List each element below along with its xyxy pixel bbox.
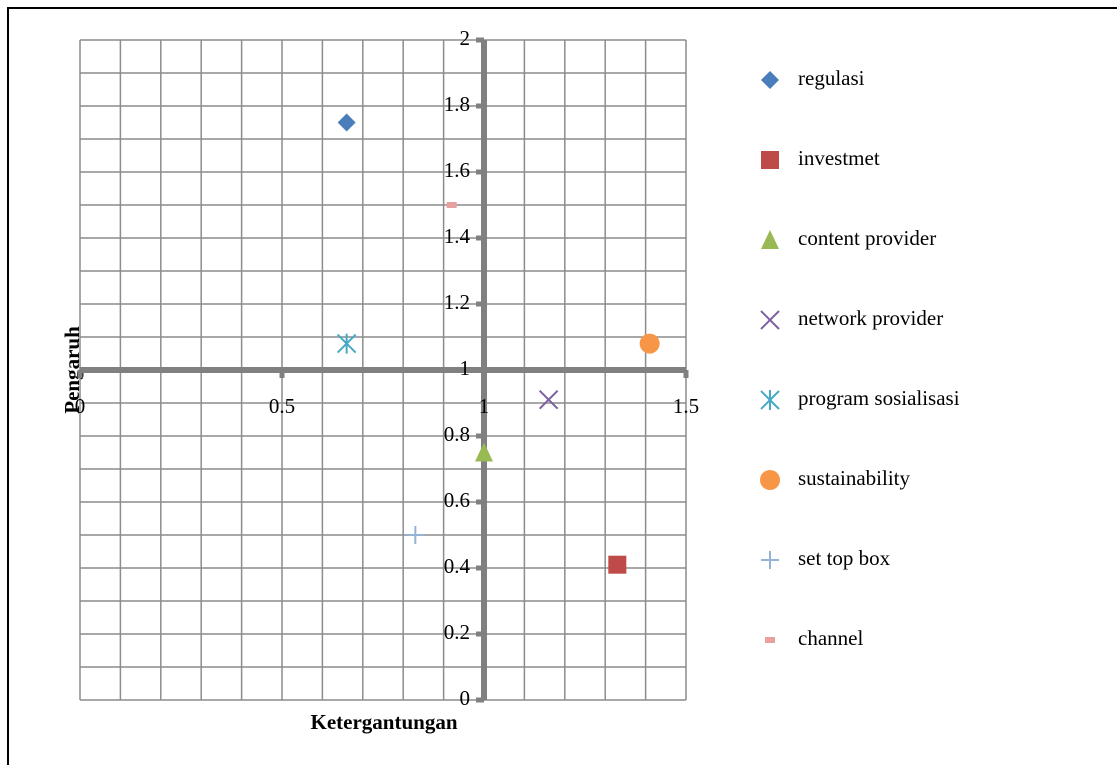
legend-marker — [760, 310, 780, 330]
legend-label: network provider — [798, 306, 943, 330]
point — [336, 333, 357, 354]
y-tick-label: 1.2 — [444, 290, 470, 314]
y-tick-label: 2 — [460, 26, 471, 50]
y-tick-label: 0.2 — [444, 620, 470, 644]
y-tick-label: 1.4 — [444, 224, 471, 248]
point — [608, 555, 627, 574]
x-axis-label: Ketergantungan — [311, 710, 458, 734]
legend-label: content provider — [798, 226, 936, 250]
legend-marker — [761, 151, 779, 169]
point — [406, 526, 425, 544]
legend-marker — [761, 71, 779, 89]
point — [337, 113, 356, 132]
point — [639, 333, 660, 354]
x-tick-label: 0.5 — [269, 394, 295, 418]
legend-marker — [761, 551, 779, 569]
point — [446, 202, 457, 208]
y-tick-label: 0.4 — [444, 554, 471, 578]
y-tick-label: 1.8 — [444, 92, 470, 116]
legend-label: regulasi — [798, 66, 865, 90]
y-tick-label: 0.8 — [444, 422, 470, 446]
y-tick-label: 0.6 — [444, 488, 470, 512]
x-tick-label: 1.5 — [673, 394, 699, 418]
legend-label: set top box — [798, 546, 891, 570]
y-tick-label: 1.6 — [444, 158, 470, 182]
legend-label: program sosialisasi — [798, 386, 960, 410]
legend-label: investmet — [798, 146, 880, 170]
x-tick-label: 0 — [75, 394, 86, 418]
legend-marker — [760, 470, 780, 490]
legend-label: channel — [798, 626, 863, 650]
legend-marker — [761, 230, 779, 249]
legend-marker — [765, 637, 775, 643]
y-tick-label: 0 — [460, 686, 471, 710]
y-tick-label: 1 — [460, 356, 471, 380]
legend-marker — [760, 390, 780, 410]
x-tick-label: 1 — [479, 394, 490, 418]
point — [475, 442, 493, 462]
frame — [7, 7, 1117, 765]
legend-label: sustainability — [798, 466, 910, 490]
point — [538, 389, 559, 410]
